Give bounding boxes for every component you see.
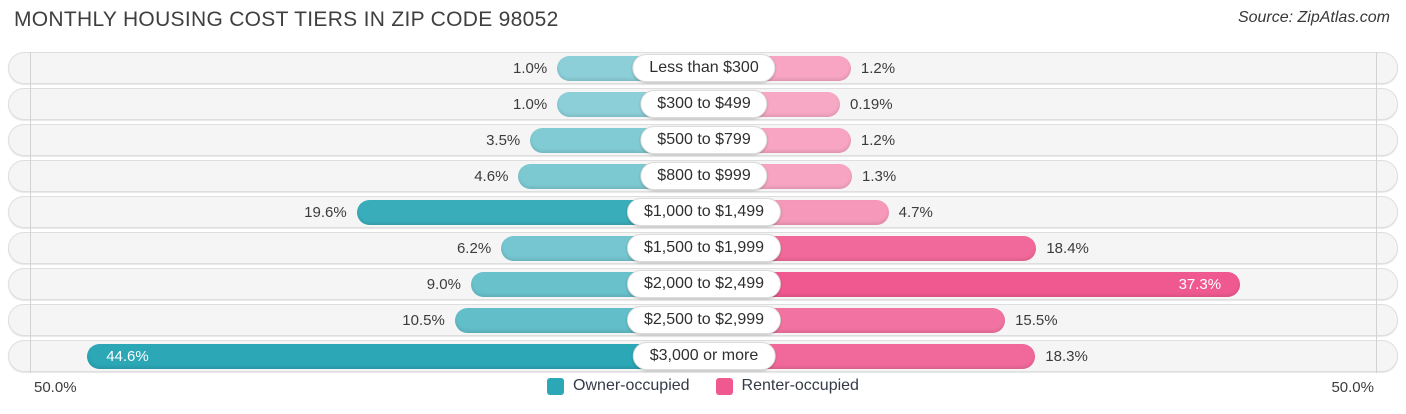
- cost-tier-label: $800 to $999: [640, 162, 768, 190]
- cost-tier-label: $2,000 to $2,499: [626, 270, 782, 298]
- owner-value-label: 10.5%: [402, 312, 445, 329]
- owner-value-label: 6.2%: [456, 240, 492, 257]
- owner-value-label: 1.0%: [513, 60, 548, 77]
- renter-value-label: 18.3%: [1045, 348, 1088, 365]
- cost-tier-label: $500 to $799: [640, 126, 768, 154]
- renter-value-label: 1.2%: [860, 132, 896, 149]
- renter-value-label: 37.3%: [1178, 276, 1222, 293]
- cost-tier-row: 1.0% 0.19% $300 to $499: [8, 88, 1398, 120]
- right-boundary-gridline: [1376, 52, 1377, 373]
- x-axis-right-tick: 50.0%: [1331, 379, 1374, 396]
- renter-value-label: 0.19%: [850, 96, 893, 113]
- chart-title: MONTHLY HOUSING COST TIERS IN ZIP CODE 9…: [14, 8, 559, 31]
- cost-tier-label: $1,500 to $1,999: [626, 234, 782, 262]
- cost-tier-label: $2,500 to $2,999: [626, 306, 782, 334]
- cost-tier-row: 4.6% 1.3% $800 to $999: [8, 160, 1398, 192]
- owner-occupied-bar[interactable]: [87, 344, 702, 369]
- legend-item-renter-occupied[interactable]: Renter-occupied: [715, 377, 859, 395]
- cost-tier-label: Less than $300: [632, 54, 776, 82]
- cost-tier-row: 10.5% 15.5% $2,500 to $2,999: [8, 304, 1398, 336]
- legend-label: Owner-occupied: [573, 377, 690, 394]
- left-boundary-gridline: [30, 52, 31, 373]
- owner-value-label: 3.5%: [486, 132, 521, 149]
- renter-value-label: 4.7%: [898, 204, 933, 221]
- source-attribution: Source: ZipAtlas.com: [1237, 9, 1390, 26]
- owner-occupied-swatch-icon: [547, 377, 565, 395]
- owner-value-label: 44.6%: [106, 348, 149, 365]
- owner-value-label: 19.6%: [304, 204, 347, 221]
- owner-value-label: 4.6%: [474, 168, 509, 185]
- legend: Owner-occupied Renter-occupied: [0, 377, 1406, 395]
- renter-value-label: 18.4%: [1046, 240, 1089, 257]
- cost-tier-label: $1,000 to $1,499: [626, 198, 782, 226]
- cost-tier-row: 3.5% 1.2% $500 to $799: [8, 124, 1398, 156]
- cost-tier-label: $300 to $499: [640, 90, 768, 118]
- renter-occupied-swatch-icon: [715, 377, 733, 395]
- x-axis-left-tick: 50.0%: [34, 379, 77, 396]
- renter-occupied-bar[interactable]: [704, 272, 1241, 297]
- renter-value-label: 1.2%: [860, 60, 896, 77]
- cost-tier-row: 44.6% 18.3% $3,000 or more: [8, 340, 1398, 372]
- cost-tier-row: 9.0% 37.3% $2,000 to $2,499: [8, 268, 1398, 300]
- renter-value-label: 15.5%: [1015, 312, 1058, 329]
- legend-label: Renter-occupied: [741, 377, 859, 394]
- bar-rows-container: 1.0% 1.2% Less than $300 1.0% 0.19% $300…: [8, 52, 1398, 376]
- cost-tier-row: 6.2% 18.4% $1,500 to $1,999: [8, 232, 1398, 264]
- owner-value-label: 1.0%: [513, 96, 548, 113]
- cost-tier-row: 19.6% 4.7% $1,000 to $1,499: [8, 196, 1398, 228]
- renter-value-label: 1.3%: [862, 168, 897, 185]
- legend-item-owner-occupied[interactable]: Owner-occupied: [547, 377, 690, 395]
- owner-value-label: 9.0%: [426, 276, 461, 293]
- cost-tier-row: 1.0% 1.2% Less than $300: [8, 52, 1398, 84]
- cost-tier-label: $3,000 or more: [632, 342, 776, 370]
